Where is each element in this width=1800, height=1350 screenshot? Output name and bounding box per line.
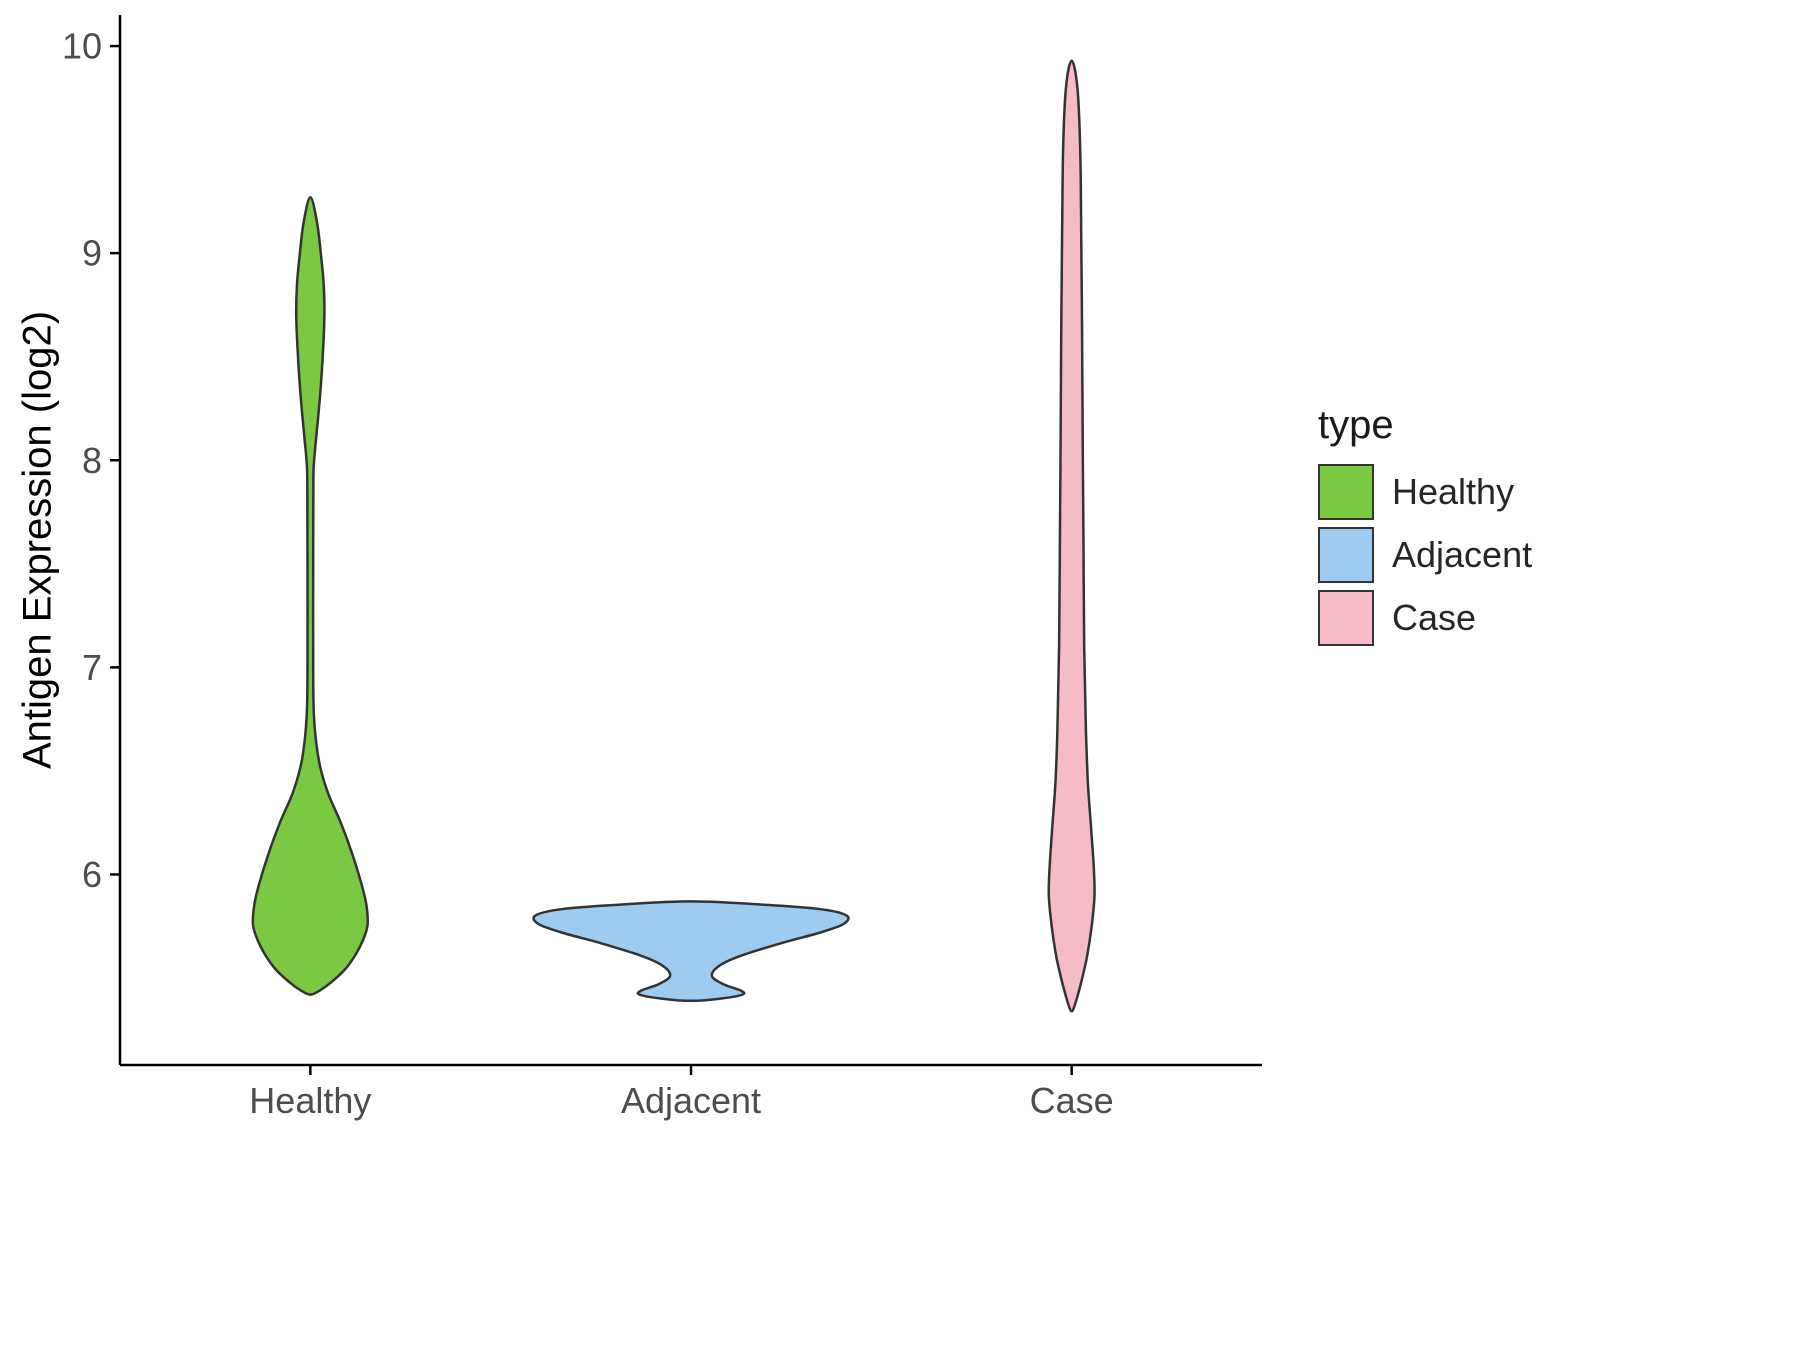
x-tick-label-adjacent: Adjacent — [621, 1080, 761, 1121]
violin-case — [1047, 59, 1096, 1013]
y-tick-label: 6 — [82, 854, 102, 895]
y-tick-label: 7 — [82, 647, 102, 688]
legend-label-healthy: Healthy — [1392, 471, 1515, 512]
legend-swatch-adjacent — [1318, 527, 1374, 583]
legend-swatch-case — [1318, 590, 1374, 646]
x-tick-label-healthy: Healthy — [249, 1080, 371, 1121]
legend-item-adjacent: Adjacent — [1318, 527, 1532, 583]
y-axis-title: Antigen Expression (log2) — [15, 310, 60, 770]
legend-title: type — [1318, 403, 1394, 447]
y-tick-label: 8 — [82, 440, 102, 481]
violin-adjacent — [532, 900, 850, 1003]
violin-healthy — [251, 195, 370, 996]
y-tick-label: 10 — [62, 26, 102, 67]
x-tick-label-case: Case — [1030, 1080, 1114, 1121]
legend-item-healthy: Healthy — [1318, 464, 1532, 520]
legend-label-adjacent: Adjacent — [1392, 534, 1533, 575]
legend-item-case: Case — [1318, 590, 1532, 646]
legend: type Healthy Adjacent Case — [1318, 403, 1532, 653]
legend-label-case: Case — [1392, 597, 1477, 638]
y-tick-label: 9 — [82, 233, 102, 274]
legend-swatch-healthy — [1318, 464, 1374, 520]
